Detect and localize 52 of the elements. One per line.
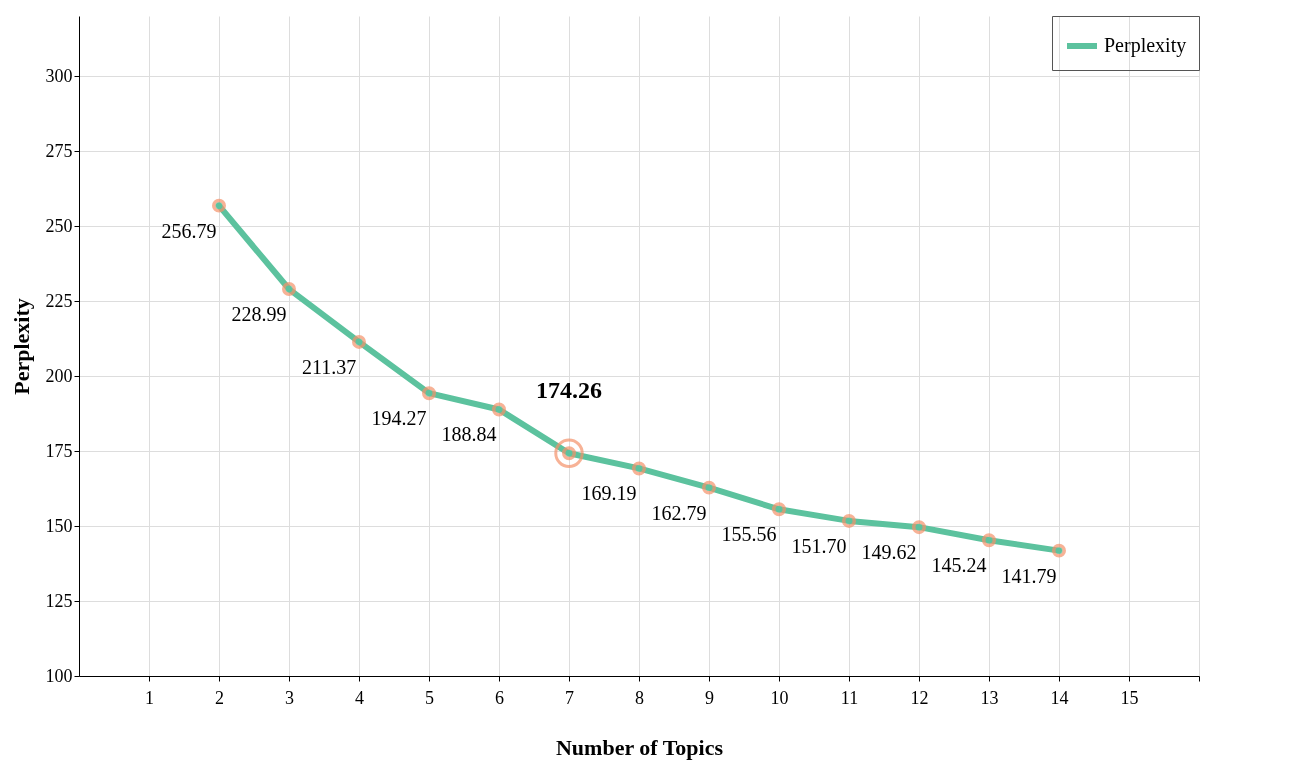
- point: [212, 198, 226, 213]
- data-label: 169.19: [581, 482, 637, 505]
- data-label: 155.56: [721, 523, 777, 546]
- data-label: 145.24: [931, 554, 987, 577]
- point: [982, 533, 996, 548]
- x-tick-label: 11: [840, 687, 859, 708]
- x-tick-label: 6: [495, 687, 504, 708]
- x-tick-label: 12: [910, 687, 929, 708]
- point: [772, 502, 786, 517]
- x-tick-label: 14: [1050, 687, 1069, 708]
- data-label: 211.37: [301, 355, 357, 378]
- point: [702, 480, 716, 495]
- point: [1052, 543, 1066, 558]
- y-tick-label: 175: [45, 440, 73, 461]
- legend-label: Perplexity: [1104, 34, 1187, 57]
- point: [632, 461, 646, 476]
- point: [912, 520, 926, 535]
- data-label: 194.27: [371, 407, 427, 430]
- y-tick-label: 200: [45, 365, 73, 386]
- y-tick-label: 225: [45, 290, 73, 311]
- y-axis-title: Perplexity: [8, 298, 34, 395]
- y-tick-label: 100: [45, 665, 73, 686]
- data-label: 149.62: [861, 541, 917, 564]
- x-tick-label: 3: [285, 687, 294, 708]
- annotation: 174.26: [536, 377, 602, 404]
- point: [422, 386, 436, 401]
- point: [282, 282, 296, 297]
- point: [492, 402, 506, 417]
- data-label: 188.84: [441, 423, 497, 446]
- x-tick-label: 2: [215, 687, 224, 708]
- x-tick-label: 5: [425, 687, 434, 708]
- x-tick-label: 7: [565, 687, 574, 708]
- x-tick-label: 4: [355, 687, 364, 708]
- y-tick-label: 150: [45, 515, 73, 536]
- x-tick-label: 15: [1120, 687, 1139, 708]
- data-label: 256.79: [161, 219, 217, 242]
- x-axis-title: Number of Topics: [555, 734, 724, 760]
- data-label: 151.70: [791, 534, 847, 557]
- data-label: 162.79: [651, 501, 707, 524]
- data-label: 141.79: [1001, 564, 1057, 587]
- y-tick-label: 275: [45, 140, 73, 161]
- y-tick-label: 250: [45, 215, 73, 236]
- y-tick-label: 125: [45, 590, 73, 611]
- data-label: 228.99: [231, 303, 287, 326]
- point: [352, 334, 366, 349]
- point: [842, 513, 856, 528]
- x-tick-label: 1: [145, 687, 154, 708]
- x-tick-label: 10: [770, 687, 789, 708]
- x-tick-label: 8: [635, 687, 644, 708]
- x-tick-label: 9: [705, 687, 714, 708]
- y-tick-label: 300: [45, 65, 73, 86]
- x-tick-label: 13: [980, 687, 999, 708]
